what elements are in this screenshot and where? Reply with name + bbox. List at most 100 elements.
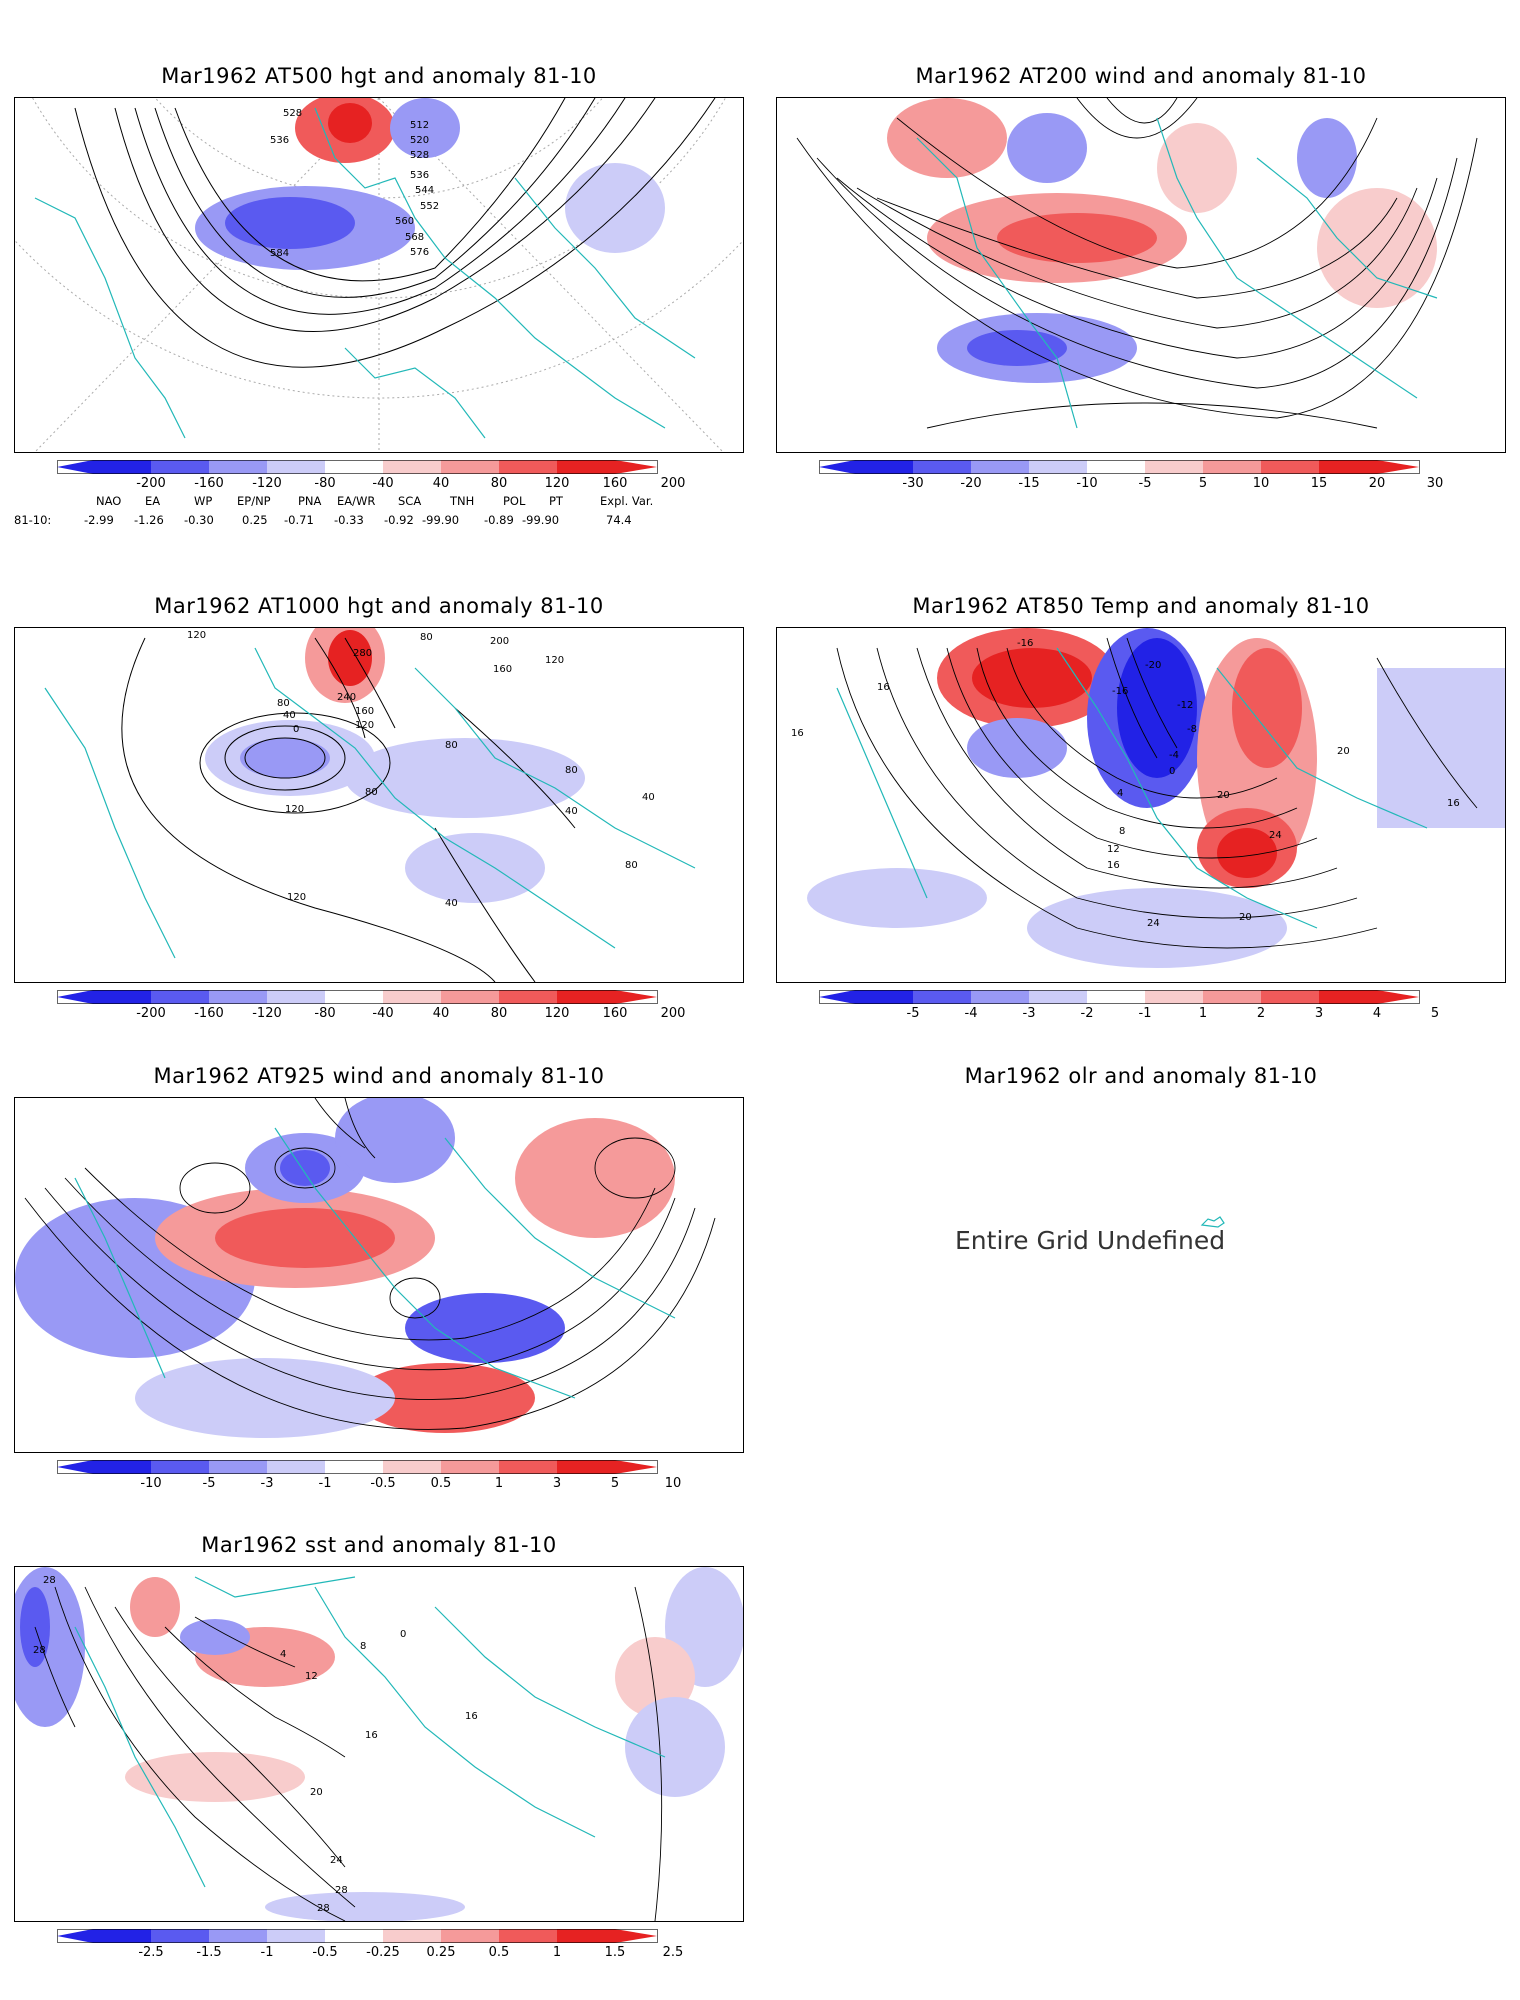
colorbar-label: 80	[490, 476, 508, 491]
colorbar-label: 3	[552, 1476, 562, 1491]
colorbar-label: -120	[252, 476, 282, 491]
tele-header: EA	[145, 494, 161, 508]
contour-label: 80	[420, 632, 433, 643]
colorbar-label: -3	[1022, 1006, 1036, 1021]
colorbar-label: 0.5	[430, 1476, 452, 1491]
contour-label: -8	[1187, 724, 1197, 735]
contour-label: 20	[1217, 790, 1230, 801]
contour-label: -16	[1017, 638, 1033, 649]
colorbar-label: 40	[432, 476, 450, 491]
colorbar-label: -1	[260, 1945, 274, 1960]
contour-label: 16	[791, 728, 804, 739]
contour-label: 80	[625, 860, 638, 871]
contour-label: 20	[1239, 912, 1252, 923]
tele-header: Expl. Var.	[600, 494, 654, 508]
tele-value: 74.4	[606, 513, 632, 527]
colorbar-label: -5	[202, 1476, 216, 1491]
colorbar-label: -40	[372, 476, 394, 491]
contour-label: 536	[410, 170, 429, 181]
contour-label: 20	[310, 1787, 323, 1798]
colorbar-label: 5	[1430, 1006, 1440, 1021]
contour-label: 544	[415, 185, 434, 196]
tele-value: -2.99	[84, 513, 114, 527]
colorbar-label: 1.5	[604, 1945, 626, 1960]
colorbar-1000hgt	[57, 990, 658, 1004]
contour-label: 160	[493, 664, 512, 675]
colorbar-labels-sst: -2.5 -1.5 -1 -0.5 -0.25 0.25 0.5 1 1.5 2…	[57, 1945, 700, 1961]
colorbar-label: -3	[260, 1476, 274, 1491]
colorbar-label: 10	[1252, 476, 1270, 491]
colorbar-label: -20	[960, 476, 982, 491]
colorbar-labels-925wind: -10 -5 -3 -1 -0.5 0.5 1 3 5 10	[57, 1476, 700, 1492]
colorbar-label: 80	[490, 1006, 508, 1021]
map-panel-200wind	[776, 97, 1506, 453]
colorbar-label: -0.5	[370, 1476, 396, 1491]
contour-label: 528	[283, 108, 302, 119]
tele-header: EP/NP	[237, 494, 271, 508]
colorbar-label: 15	[1310, 476, 1328, 491]
contour-label: 16	[1107, 860, 1120, 871]
tele-value: -0.92	[384, 513, 414, 527]
colorbar-label: 5	[1198, 476, 1208, 491]
contour-label: 40	[565, 806, 578, 817]
contour-label: 240	[337, 692, 356, 703]
contour-label: 120	[287, 892, 306, 903]
contour-label: -12	[1177, 700, 1193, 711]
colorbar-label: 200	[660, 1006, 686, 1021]
tele-value: -0.71	[284, 513, 314, 527]
colorbar-label: 120	[544, 476, 570, 491]
colorbar-label: 1	[1198, 1006, 1208, 1021]
map-panel-1000hgt: 120 80 200 160 120 280 240 160 120 80 40…	[14, 627, 744, 983]
contour-label: -16	[1112, 686, 1128, 697]
map-200wind	[796, 98, 1478, 429]
colorbar-label: 4	[1372, 1006, 1382, 1021]
colorbar-labels-500hgt: -200 -160 -120 -80 -40 40 80 120 160 200	[57, 476, 700, 492]
coast-fragment-icon	[1200, 1216, 1225, 1228]
tele-value: -0.89	[484, 513, 514, 527]
colorbar-label: -160	[194, 1006, 224, 1021]
colorbar-label: 1	[552, 1945, 562, 1960]
tele-header: PNA	[298, 494, 322, 508]
panel-title-925: Mar1962 AT925 wind and anomaly 81-10	[153, 1064, 605, 1088]
contour-label: 584	[270, 248, 289, 259]
colorbar-label: 2	[1256, 1006, 1266, 1021]
contour-label: 16	[365, 1730, 378, 1741]
tele-value: -1.26	[134, 513, 164, 527]
contour-label: 40	[642, 792, 655, 803]
tele-value: -99.90	[522, 513, 560, 527]
colorbar-label: -10	[1076, 476, 1098, 491]
tele-value: -0.30	[184, 513, 214, 527]
colorbar-label: -160	[194, 476, 224, 491]
colorbar-label: -200	[136, 1006, 166, 1021]
contour-label: 568	[405, 232, 424, 243]
colorbar-labels-200wind: -30 -20 -15 -10 -5 5 10 15 20 30	[819, 476, 1462, 492]
panel-title-850: Mar1962 AT850 Temp and anomaly 81-10	[912, 594, 1370, 618]
colorbar-label: -1.5	[196, 1945, 222, 1960]
colorbar-label: -30	[902, 476, 924, 491]
contour-label: 80	[365, 787, 378, 798]
colorbar-label: 1	[494, 1476, 504, 1491]
colorbar-label: 3	[1314, 1006, 1324, 1021]
contour-label: 12	[1107, 844, 1120, 855]
colorbar-label: -40	[372, 1006, 394, 1021]
contour-label: 28	[33, 1645, 46, 1656]
colorbar-label: -2.5	[138, 1945, 164, 1960]
contour-label: 120	[285, 804, 304, 815]
colorbar-label: -1	[1138, 1006, 1152, 1021]
tele-header: EA/WR	[337, 494, 376, 508]
contour-label: 120	[355, 720, 374, 731]
map-panel-500hgt: 528 536 512 520 528 536 544 552 560 568 …	[14, 97, 744, 453]
contour-label: 4	[1117, 788, 1123, 799]
contour-label: 80	[565, 765, 578, 776]
contour-label: 520	[410, 135, 429, 146]
colorbar-label: -120	[252, 1006, 282, 1021]
colorbar-label: -2	[1080, 1006, 1094, 1021]
colorbar-label: -0.25	[366, 1945, 400, 1960]
map-sst: 28 28 4 8 12 16 20 24 28 28 16 0	[15, 1567, 743, 1921]
contour-label: 528	[410, 150, 429, 161]
colorbar-label: 20	[1368, 476, 1386, 491]
contour-label: 8	[1119, 826, 1125, 837]
contour-label: -4	[1169, 750, 1179, 761]
tele-value: 0.25	[242, 513, 268, 527]
contour-label: 0	[293, 724, 299, 735]
